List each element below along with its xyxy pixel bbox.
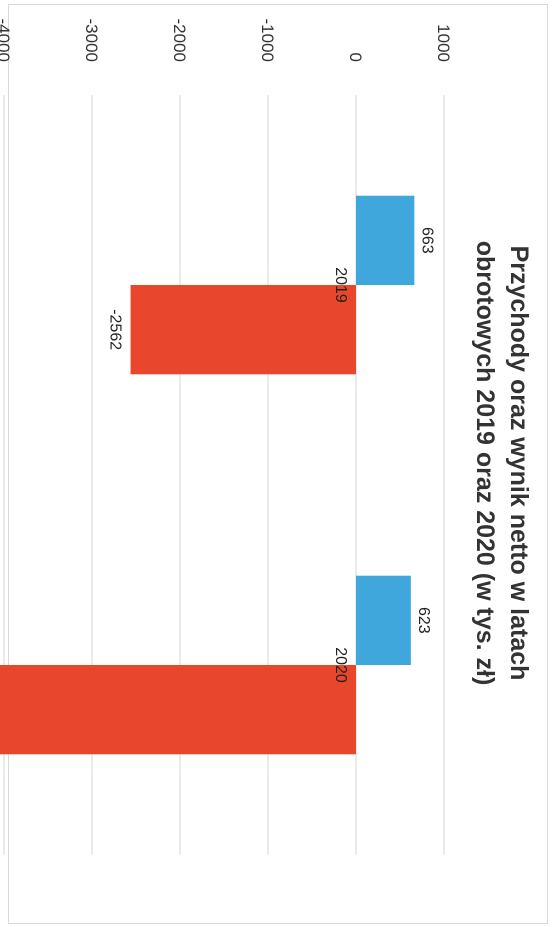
data-label: 663: [418, 227, 435, 254]
tick-label: 1000: [434, 24, 453, 62]
bar-strata-netto-2020: [0, 665, 356, 755]
chart-title-line-2: obrotowych 2019 oraz 2020 (w tys. zł): [471, 241, 499, 686]
chart-title-line-1: Przychody oraz wynik netto w latach: [505, 246, 533, 681]
tick-label: 0: [346, 53, 365, 62]
data-label: 623: [415, 607, 432, 634]
category-label: 2019: [332, 267, 349, 303]
bar-strata-netto-2019: [130, 285, 356, 375]
data-label: -2562: [107, 309, 124, 350]
bar-przychody-2019: [355, 195, 415, 285]
tick-label: -1000: [258, 19, 277, 62]
tick-label: -4000: [0, 19, 13, 62]
tick-label: -2000: [170, 19, 189, 62]
bar-przychody-2020: [356, 575, 411, 666]
tick-label: -3000: [82, 19, 101, 62]
bars: [0, 195, 415, 755]
category-label: 2020: [332, 647, 349, 683]
chart-frame: [8, 4, 548, 924]
